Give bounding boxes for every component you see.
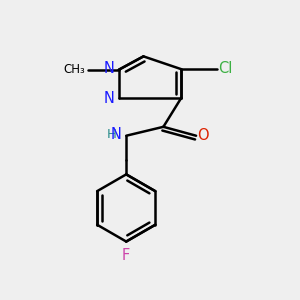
Text: N: N xyxy=(103,91,114,106)
Text: F: F xyxy=(122,248,130,263)
Text: O: O xyxy=(198,128,209,142)
Text: N: N xyxy=(103,61,114,76)
Text: N: N xyxy=(111,127,122,142)
Text: CH₃: CH₃ xyxy=(64,63,85,76)
Text: H: H xyxy=(107,128,117,141)
Text: Cl: Cl xyxy=(218,61,233,76)
